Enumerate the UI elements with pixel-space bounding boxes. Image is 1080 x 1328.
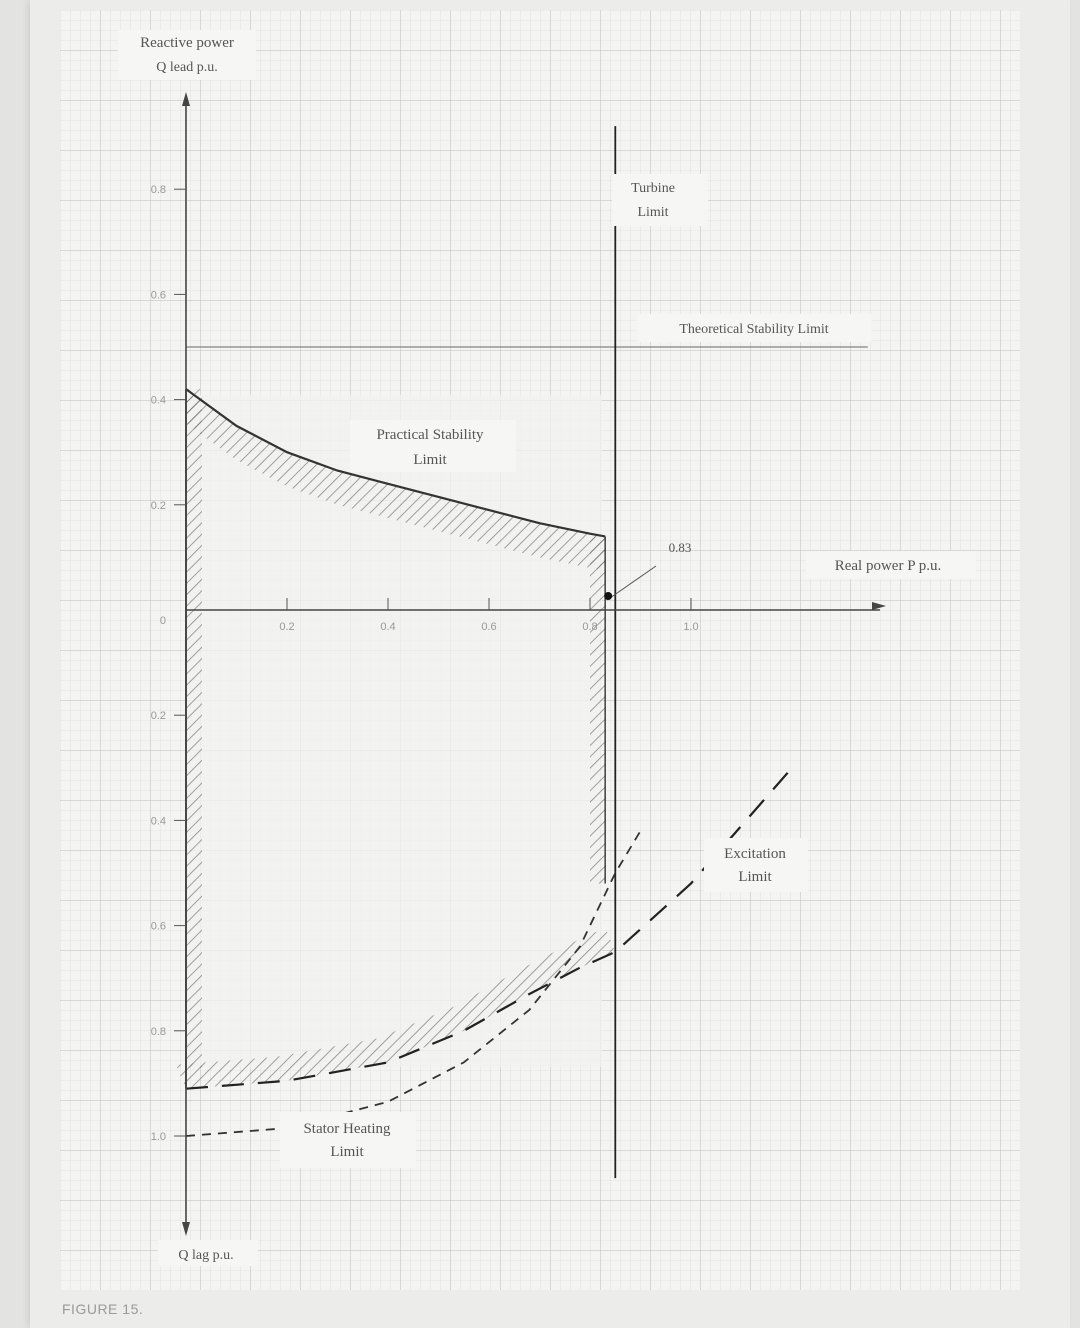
stator-heating-label-2: Limit [330, 1144, 364, 1160]
hatch-right-edge [590, 536, 606, 884]
hatch-left-edge [186, 389, 202, 1068]
x-tick-label: 1.0 [683, 621, 698, 633]
y-tick-label-lag: 0.2 [151, 710, 166, 722]
operating-point-marker [604, 592, 613, 600]
turbine-limit-label-1: Turbine [631, 181, 675, 196]
theoretical-stability-label: Theoretical Stability Limit [679, 322, 828, 337]
practical-label-box [350, 420, 516, 472]
y-axis-lag-label: Q lag p.u. [178, 1248, 233, 1263]
x-tick-label: 0.6 [481, 621, 496, 633]
operating-point-label: 0.83 [669, 540, 692, 555]
y-tick-label-lag: 0.6 [151, 921, 166, 933]
x-tick-label: 0.8 [582, 621, 597, 633]
stator-heating-label-1: Stator Heating [303, 1121, 391, 1137]
x-tick-label: 0.2 [279, 621, 294, 633]
stator-label-box [280, 1112, 416, 1168]
y-tick-label-lead: 0.8 [151, 184, 166, 196]
excitation-label-box [704, 838, 808, 892]
x-tick-label: 0.4 [380, 621, 395, 633]
y-axis-lead-label-1: Reactive power [140, 35, 234, 51]
x-axis-label: Real power P p.u. [835, 558, 942, 574]
text-labels: Reactive power Q lead p.u. Turbine Limit… [118, 30, 976, 1266]
y-axis-arrow-down [182, 1222, 190, 1236]
turbine-label-box [612, 174, 708, 226]
excitation-limit-curve [185, 767, 793, 1090]
turbine-limit-label-2: Limit [637, 205, 668, 220]
y-tick-label-lead: 0.6 [151, 289, 166, 301]
operating-point-pointer [606, 565, 657, 601]
y-tick-label-lead: 0.2 [151, 500, 166, 512]
y-axis-arrow-up [182, 92, 190, 106]
practical-stability-curve [185, 388, 606, 538]
y-tick-label-lag: 0.4 [151, 815, 166, 827]
x-axis-arrow [872, 602, 886, 610]
excitation-limit-label-2: Limit [738, 869, 772, 885]
q-lag-label-box [158, 1240, 258, 1266]
y-tick-label-lag: 0.8 [151, 1026, 166, 1038]
y-tick-label-lead: 0.4 [151, 395, 166, 407]
figure-caption: FIGURE 15. [62, 1301, 144, 1317]
y-tick-label-lag: 1.0 [151, 1131, 166, 1143]
practical-stability-label-1: Practical Stability [376, 427, 484, 443]
hatch-practical-stability [186, 389, 606, 571]
real-power-label-box [806, 551, 976, 579]
practical-stability-label-2: Limit [413, 452, 447, 468]
excitation-limit-label-1: Excitation [724, 846, 786, 862]
axes: 0.2 0.4 0.6 0.8 1.0 0.8 0.6 0.4 0.2 0 0.2 0.4 0.6 0.8… [151, 92, 886, 1236]
y-axis-lead-label-2: Q lead p.u. [156, 60, 217, 75]
y-origin-label: 0 [160, 615, 166, 627]
y-label-box [118, 30, 256, 80]
hatch-lower-boundary [176, 927, 616, 1089]
theoretical-label-box [637, 314, 871, 342]
hatching [176, 389, 616, 1089]
